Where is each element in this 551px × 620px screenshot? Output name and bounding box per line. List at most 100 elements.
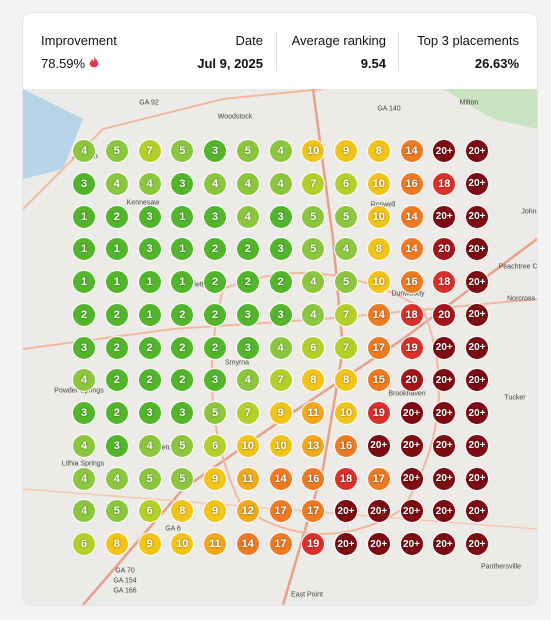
- rank-marker: 9: [137, 532, 162, 556]
- rank-marker: 19: [366, 401, 391, 425]
- rank-marker: 20+: [465, 466, 489, 491]
- rank-marker: 5: [301, 237, 326, 262]
- rank-marker: 10: [366, 204, 391, 229]
- rank-marker: 8: [366, 237, 391, 262]
- stat-label: Top 3 placements: [417, 33, 519, 48]
- rank-marker: 2: [170, 302, 195, 327]
- rank-marker: 4: [301, 270, 326, 294]
- rank-marker: 3: [72, 401, 96, 425]
- rank-marker: 8: [334, 368, 358, 393]
- rank-marker: 17: [301, 499, 326, 524]
- rank-marker: 2: [235, 237, 260, 262]
- divider: [398, 31, 399, 71]
- rank-marker: 14: [399, 237, 424, 262]
- rank-marker: 2: [137, 368, 162, 393]
- rank-marker: 10: [366, 270, 391, 294]
- rank-marker: 20+: [334, 532, 358, 556]
- rank-marker: 11: [203, 532, 227, 556]
- rank-marker: 18: [432, 171, 457, 196]
- rank-marker: 2: [170, 368, 195, 393]
- rank-marker: 3: [203, 139, 227, 163]
- rank-marker: 3: [137, 401, 162, 425]
- rank-marker: 5: [235, 139, 260, 163]
- map-label: Panthersville: [480, 563, 522, 571]
- rank-marker: 8: [366, 139, 391, 163]
- rank-marker: 2: [104, 335, 129, 360]
- stat-label: Average ranking: [291, 33, 386, 48]
- map-label: Peachtree Corners: [498, 263, 538, 271]
- rank-marker: 7: [235, 401, 260, 425]
- rank-marker: 2: [137, 335, 162, 360]
- map-label: GA 154: [113, 577, 137, 585]
- rank-marker: 20+: [432, 532, 457, 556]
- rank-marker: 4: [104, 171, 129, 196]
- rank-marker: 13: [301, 433, 326, 458]
- rank-marker: 1: [72, 204, 96, 229]
- rank-marker: 17: [268, 532, 293, 556]
- rank-marker: 20+: [465, 302, 489, 327]
- rank-marker: 1: [104, 270, 129, 294]
- rank-marker: 20: [432, 237, 457, 262]
- rank-marker: 1: [104, 237, 129, 262]
- rank-marker: 20+: [432, 433, 457, 458]
- rank-marker: 3: [203, 204, 227, 229]
- rank-marker: 3: [137, 204, 162, 229]
- rank-marker: 3: [203, 368, 227, 393]
- rank-marker: 14: [399, 204, 424, 229]
- rank-marker: 4: [301, 302, 326, 327]
- rank-marker: 10: [366, 171, 391, 196]
- map-label: GA 92: [139, 99, 159, 107]
- rank-marker: 20+: [465, 532, 489, 556]
- stat: Improvement 78.59%: [41, 33, 117, 71]
- rank-marker: 1: [170, 204, 195, 229]
- rank-marker: 14: [366, 302, 391, 327]
- rank-marker: 10: [235, 433, 260, 458]
- rank-marker: 3: [72, 171, 96, 196]
- rank-marker: 20+: [465, 368, 489, 393]
- rank-marker: 16: [334, 433, 358, 458]
- rank-marker: 3: [137, 237, 162, 262]
- map-label: Johns Creek: [521, 208, 537, 216]
- rank-marker: 3: [268, 237, 293, 262]
- rank-marker: 1: [170, 237, 195, 262]
- rank-marker: 5: [170, 139, 195, 163]
- rank-marker: 4: [334, 237, 358, 262]
- rank-marker: 7: [137, 139, 162, 163]
- rank-marker: 4: [72, 499, 96, 524]
- rank-marker: 1: [170, 270, 195, 294]
- rank-marker: 8: [170, 499, 195, 524]
- rank-marker: 14: [268, 466, 293, 491]
- rank-marker: 5: [334, 204, 358, 229]
- stat: Average ranking 9.54: [292, 33, 386, 71]
- rank-marker: 3: [268, 204, 293, 229]
- divider: [276, 31, 277, 71]
- rank-marker: 4: [72, 139, 96, 163]
- rank-marker: 20+: [465, 433, 489, 458]
- rank-marker: 5: [170, 466, 195, 491]
- map-label: Brookhaven: [388, 390, 426, 398]
- stat-value: 78.59%: [41, 56, 86, 71]
- rank-marker: 20+: [465, 335, 489, 360]
- rank-marker: 11: [235, 466, 260, 491]
- rank-marker: 4: [268, 139, 293, 163]
- map: WoodstockMiltonAcworthKennesawRoswellJoh…: [23, 89, 537, 605]
- rank-marker: 11: [301, 401, 326, 425]
- rank-marker: 7: [301, 171, 326, 196]
- rank-marker: 18: [432, 270, 457, 294]
- map-label: Smyrna: [224, 359, 250, 367]
- rank-marker: 20+: [465, 139, 489, 163]
- rank-marker: 18: [399, 302, 424, 327]
- rank-marker: 2: [104, 401, 129, 425]
- rank-marker: 2: [104, 368, 129, 393]
- rank-marker: 16: [399, 270, 424, 294]
- rank-marker: 2: [203, 335, 227, 360]
- rank-marker: 10: [334, 401, 358, 425]
- map-label: Kennesaw: [126, 199, 160, 207]
- rank-marker: 4: [203, 171, 227, 196]
- rank-marker: 16: [399, 171, 424, 196]
- rank-marker: 14: [235, 532, 260, 556]
- rank-marker: 6: [301, 335, 326, 360]
- rank-marker: 17: [366, 335, 391, 360]
- rank-marker: 3: [72, 335, 96, 360]
